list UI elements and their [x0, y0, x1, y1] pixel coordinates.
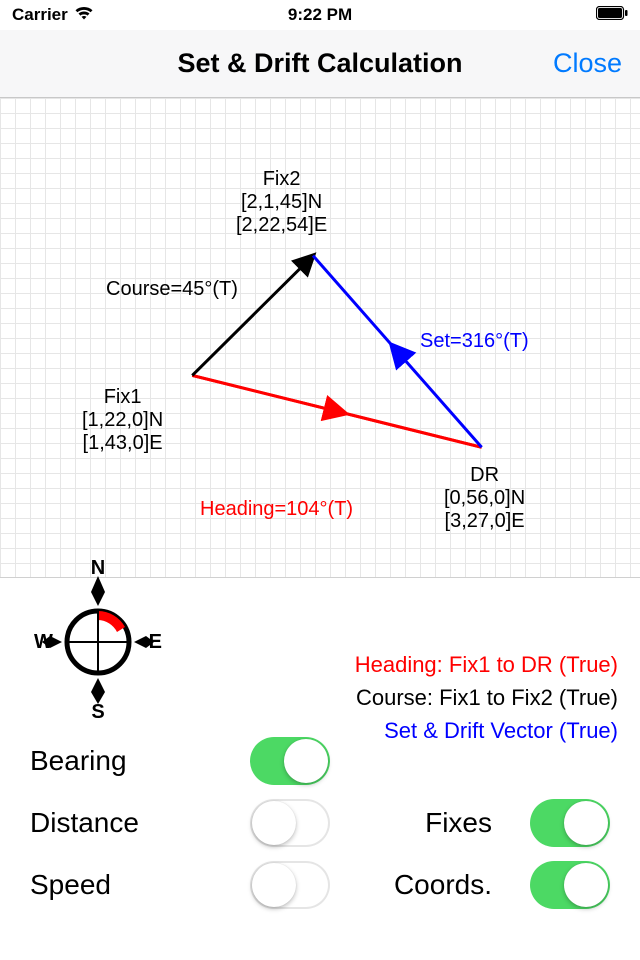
heading-value: Heading=104°(T) — [200, 498, 353, 521]
dr-label: DR [0,56,0]N [3,27,0]E — [444, 464, 525, 533]
distance-label: Distance — [30, 807, 139, 839]
status-bar: Carrier 9:22 PM — [0, 0, 640, 30]
fix2-label: Fix2 [2,1,45]N [2,22,54]E — [236, 168, 327, 237]
compass-icon: N S W E — [28, 560, 168, 725]
svg-text:W: W — [34, 631, 53, 653]
battery-icon — [596, 5, 628, 25]
fix1-label: Fix1 [1,22,0]N [1,43,0]E — [82, 386, 163, 455]
clock-label: 9:22 PM — [288, 5, 352, 25]
course-value: Course=45°(T) — [106, 278, 238, 301]
close-button[interactable]: Close — [553, 48, 622, 79]
wifi-icon — [74, 5, 94, 25]
set-value: Set=316°(T) — [420, 330, 529, 353]
svg-text:N: N — [91, 560, 105, 579]
distance-toggle[interactable] — [250, 799, 330, 847]
vector-diagram: Fix2 [2,1,45]N [2,22,54]E Fix1 [1,22,0]N… — [0, 98, 640, 578]
fixes-toggle[interactable] — [530, 799, 610, 847]
coords-toggle[interactable] — [530, 861, 610, 909]
fixes-label: Fixes — [425, 807, 492, 839]
bearing-toggle[interactable] — [250, 737, 330, 785]
bearing-label: Bearing — [30, 745, 127, 777]
speed-toggle[interactable] — [250, 861, 330, 909]
controls-panel: N S W E Heading: Fix1 to DR (True) Cours… — [0, 578, 640, 588]
nav-bar: Set & Drift Calculation Close — [0, 30, 640, 98]
svg-text:S: S — [91, 701, 104, 720]
speed-label: Speed — [30, 869, 111, 901]
coords-label: Coords. — [394, 869, 492, 901]
carrier-label: Carrier — [12, 5, 68, 25]
legend-course: Course: Fix1 to Fix2 (True) — [355, 681, 618, 714]
page-title: Set & Drift Calculation — [177, 48, 462, 79]
legend-heading: Heading: Fix1 to DR (True) — [355, 648, 618, 681]
svg-text:E: E — [149, 631, 162, 653]
